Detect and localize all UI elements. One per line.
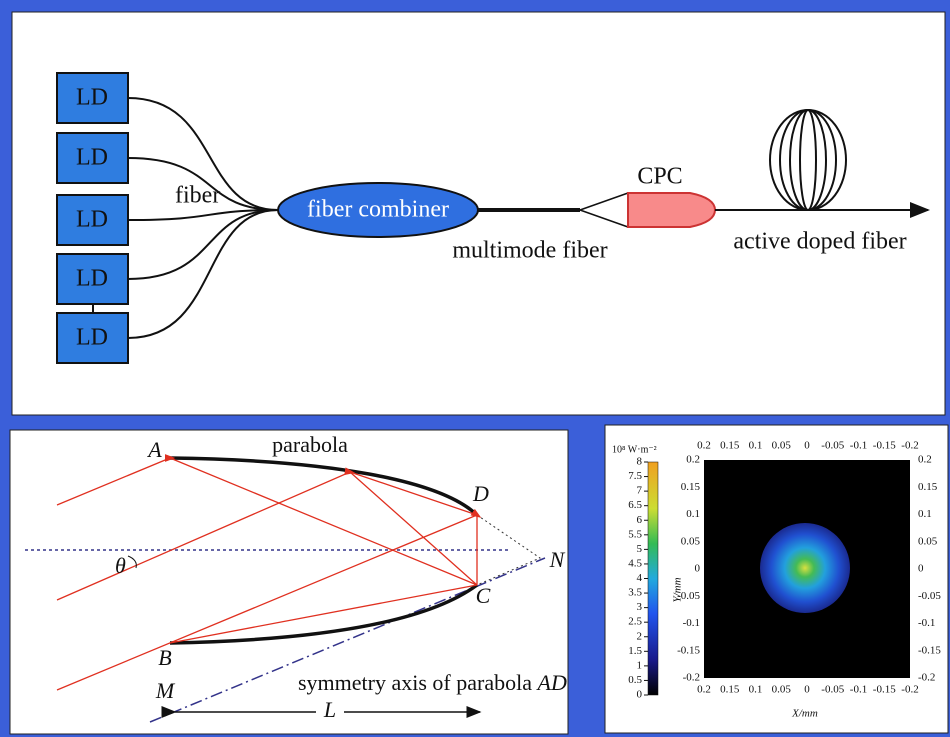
y-tick-right: 0.1 [918, 508, 932, 520]
y-tick-right: 0.2 [918, 454, 932, 466]
colorbar-tick-label: 8 [637, 456, 643, 468]
y-tick-right: -0.15 [918, 644, 941, 656]
x-tick-top: -0.15 [873, 440, 896, 452]
laser-label: LD [76, 85, 108, 111]
colorbar-unit: 10⁸ W·m⁻² [612, 444, 657, 455]
top-panel [12, 12, 945, 415]
point-label: B [158, 645, 171, 670]
x-tick-top: 0 [804, 440, 810, 452]
colorbar-tick-label: 4.5 [628, 557, 642, 569]
laser-label: LD [76, 145, 108, 171]
y-tick-left: -0.1 [683, 617, 700, 629]
point-label: M [155, 678, 176, 703]
y-tick-left: 0 [695, 563, 701, 575]
y-tick-left: 0.05 [681, 535, 701, 547]
y-tick-left: -0.15 [677, 644, 700, 656]
x-tick-bottom: 0 [804, 684, 810, 696]
cpc-label: CPC [637, 164, 682, 190]
colorbar-tick-label: 0.5 [628, 674, 642, 686]
colorbar [648, 462, 658, 695]
laser-label: LD [76, 207, 108, 233]
length-label: L [323, 697, 336, 722]
y-tick-right: -0.2 [918, 672, 935, 684]
x-tick-bottom: -0.2 [901, 684, 918, 696]
point-label: C [476, 583, 491, 608]
x-tick-bottom: -0.15 [873, 684, 896, 696]
laser-label: LD [76, 325, 108, 351]
colorbar-tick-label: 5.5 [628, 528, 642, 540]
y-tick-right: 0.15 [918, 481, 938, 493]
x-tick-top: 0.05 [772, 440, 792, 452]
colorbar-tick-label: 6.5 [628, 499, 642, 511]
x-tick-top: 0.2 [697, 440, 711, 452]
colorbar-tick-label: 3.5 [628, 587, 642, 599]
y-tick-left: -0.05 [677, 590, 700, 602]
y-tick-right: -0.1 [918, 617, 935, 629]
x-tick-bottom: 0.15 [720, 684, 740, 696]
colorbar-tick-label: 2 [637, 630, 643, 642]
axis-label: symmetry axis of parabola AD [298, 670, 567, 695]
y-tick-left: 0.1 [686, 508, 700, 520]
fiber-label: fiber [175, 183, 220, 209]
colorbar-tick-label: 5 [637, 543, 643, 555]
x-tick-top: -0.1 [850, 440, 867, 452]
colorbar-tick-label: 6 [637, 514, 643, 526]
axis-label-symbol: AD [536, 670, 567, 695]
laser-label: LD [76, 266, 108, 292]
colorbar-tick-label: 3 [637, 601, 643, 613]
y-tick-right: 0.05 [918, 535, 938, 547]
colorbar-tick-label: 1 [637, 659, 643, 671]
colorbar-tick-label: 1.5 [628, 645, 642, 657]
x-tick-bottom: -0.05 [821, 684, 844, 696]
colorbar-tick-label: 7 [637, 485, 643, 497]
y-tick-left: 0.2 [686, 454, 700, 466]
colorbar-tick-label: 0 [637, 689, 643, 701]
y-tick-left: -0.2 [683, 672, 700, 684]
axis-label-text: symmetry axis of parabola [298, 670, 532, 695]
y-tick-left: 0.15 [681, 481, 701, 493]
active-label: active doped fiber [733, 229, 906, 255]
colorbar-tick-label: 7.5 [628, 470, 642, 482]
x-tick-bottom: 0.2 [697, 684, 711, 696]
colorbar-tick-label: 4 [637, 572, 643, 584]
x-tick-top: -0.2 [901, 440, 918, 452]
theta: θ [115, 553, 126, 578]
beam-spot [760, 523, 850, 613]
y-tick-right: -0.05 [918, 590, 941, 602]
colorbar-tick-label: 2.5 [628, 616, 642, 628]
x-label: X/mm [791, 708, 818, 720]
x-tick-top: 0.15 [720, 440, 740, 452]
x-tick-bottom: -0.1 [850, 684, 867, 696]
figure: fiber fiber combiner CPC multimode fiber… [0, 0, 950, 737]
x-tick-bottom: 0.1 [749, 684, 763, 696]
cpc [628, 193, 715, 227]
x-tick-top: -0.05 [821, 440, 844, 452]
x-tick-bottom: 0.05 [772, 684, 792, 696]
point-label: N [549, 547, 566, 572]
point-label: A [146, 437, 162, 462]
parabola-label: parabola [272, 432, 348, 457]
x-tick-top: 0.1 [749, 440, 763, 452]
combiner-label: fiber combiner [307, 197, 449, 223]
point-label: D [472, 481, 489, 506]
y-tick-right: 0 [918, 563, 924, 575]
multimode-label: multimode fiber [452, 238, 607, 264]
